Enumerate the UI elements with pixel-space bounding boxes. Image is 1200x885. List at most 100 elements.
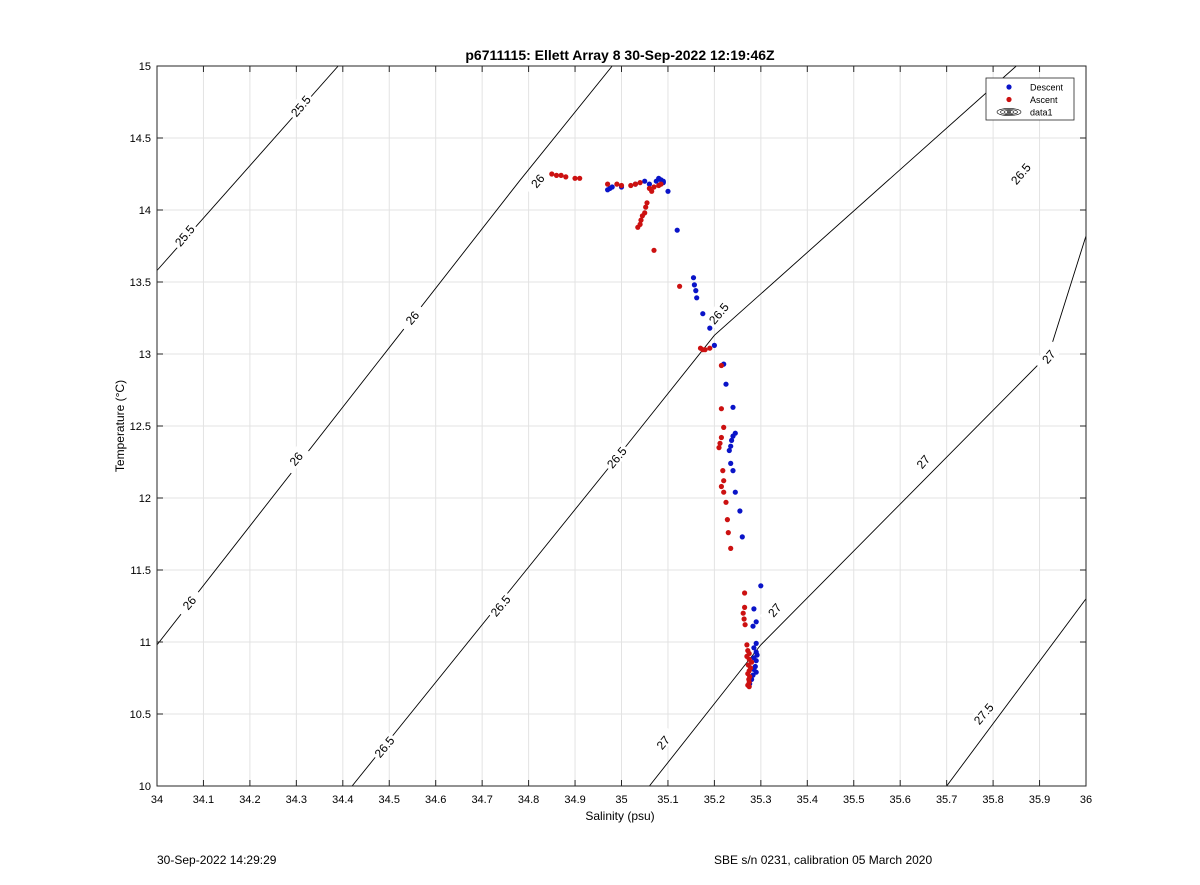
ascent-point <box>746 684 752 690</box>
x-tick-label: 34.3 <box>286 794 307 806</box>
descent-point <box>729 437 735 443</box>
x-tick-label: 35.1 <box>657 794 678 806</box>
descent-point <box>691 282 698 288</box>
descent-point <box>730 404 736 410</box>
ascent-point <box>718 362 725 369</box>
ascent-point <box>725 530 731 536</box>
y-tick-label: 11.5 <box>130 565 151 577</box>
ascent-point <box>717 440 723 446</box>
ascent-point <box>577 175 583 181</box>
x-tick-label: 34.7 <box>471 794 492 806</box>
density-contour-line <box>649 235 1086 786</box>
ascent-point <box>740 610 746 616</box>
contour-label: 26 <box>397 302 427 333</box>
x-tick-label: 35.9 <box>1029 794 1050 806</box>
descent-point <box>753 619 759 625</box>
ascent-point <box>716 445 722 451</box>
descent-point <box>711 342 718 348</box>
descent-point <box>732 489 738 495</box>
y-tick-label: 14.5 <box>130 133 151 145</box>
ascent-point <box>720 468 726 474</box>
chart-title: p6711115: Ellett Array 8 30-Sep-2022 12:… <box>465 47 775 63</box>
ascent-point <box>572 175 578 181</box>
ascent-point <box>605 181 611 187</box>
density-contour-line <box>157 66 613 646</box>
descent-point <box>753 658 759 664</box>
ascent-point <box>707 345 713 351</box>
series-ascent <box>549 171 755 690</box>
x-tick-label: 35.7 <box>936 794 957 806</box>
descent-point <box>665 188 671 194</box>
x-tick-label: 35.5 <box>843 794 864 806</box>
legend-contour-icon <box>1000 109 1018 115</box>
legend-label: data1 <box>1030 108 1053 118</box>
ascent-point <box>614 181 620 187</box>
legend-label: Ascent <box>1030 95 1058 105</box>
series-descent <box>605 175 764 687</box>
x-tick-label: 35.4 <box>797 794 818 806</box>
descent-point <box>739 534 745 540</box>
ascent-point <box>651 184 657 190</box>
legend-contour-icon <box>996 108 1022 116</box>
x-tick-label: 34.2 <box>239 794 260 806</box>
ascent-point <box>632 181 639 187</box>
x-tick-label: 34.4 <box>332 794 353 806</box>
ascent-point <box>643 204 649 210</box>
descent-point <box>690 275 697 281</box>
contour-label: 26.5 <box>1005 158 1035 189</box>
ascent-point <box>718 483 725 490</box>
descent-point <box>642 178 648 184</box>
descent-point <box>737 508 743 514</box>
ascent-point <box>741 616 747 622</box>
contour-label: 26 <box>174 587 204 618</box>
footer-timestamp: 30-Sep-2022 14:29:29 <box>157 853 277 867</box>
contour-label: 25.5 <box>285 90 315 121</box>
density-contours: 25.5 25.5 26 26 26 26 26.5 26.5 26.5 26.5 26.5 27 27… <box>157 66 1086 786</box>
ascent-point <box>702 347 708 353</box>
ascent-point <box>563 174 569 180</box>
descent-point <box>700 311 706 317</box>
ascent-point <box>721 478 727 484</box>
data-points <box>549 171 764 690</box>
y-tick-label: 13 <box>139 349 151 361</box>
descent-point <box>674 227 680 233</box>
contour-label: 26 <box>281 443 310 474</box>
ascent-point <box>744 642 750 648</box>
x-tick-label: 34.8 <box>518 794 539 806</box>
x-tick-label: 35.6 <box>889 794 910 806</box>
footer-calibration: SBE s/n 0231, calibration 05 March 2020 <box>714 853 933 867</box>
y-tick-label: 12.5 <box>130 421 151 433</box>
contour-label: 26.5 <box>703 297 733 329</box>
ascent-point <box>742 604 748 611</box>
ascent-point <box>723 499 729 505</box>
ascent-point <box>658 181 664 187</box>
y-axis-label: Temperature (°C) <box>113 380 127 472</box>
ascent-point <box>721 489 727 495</box>
ascent-point <box>639 213 646 219</box>
ascent-point <box>728 545 734 552</box>
x-tick-label: 35 <box>615 794 627 806</box>
descent-point <box>694 295 700 301</box>
axis-ticks: 34 34.1 34.2 34.3 34.4 34.5 34.6 34.7 34.8 34.9 35… <box>130 61 1093 806</box>
contour-label: 26 <box>522 165 552 196</box>
ascent-point <box>718 434 725 441</box>
y-tick-label: 14 <box>139 205 151 217</box>
descent-point <box>723 381 729 387</box>
x-tick-label: 34.1 <box>193 794 214 806</box>
descent-point <box>753 640 759 647</box>
x-tick-label: 35.2 <box>704 794 725 806</box>
ascent-point <box>553 172 560 178</box>
descent-point <box>646 181 653 187</box>
contour-label: 26.5 <box>601 441 631 473</box>
ascent-point <box>718 406 725 412</box>
y-tick-label: 13.5 <box>130 277 151 289</box>
ascent-point <box>637 180 643 186</box>
contour-label: 27 <box>908 446 937 477</box>
ascent-point <box>618 182 625 189</box>
x-axis-label: Salinity (psu) <box>585 809 654 823</box>
ascent-point <box>644 200 650 206</box>
x-tick-label: 36 <box>1080 794 1092 806</box>
grid-lines <box>156 65 1087 787</box>
ascent-point <box>628 182 634 189</box>
